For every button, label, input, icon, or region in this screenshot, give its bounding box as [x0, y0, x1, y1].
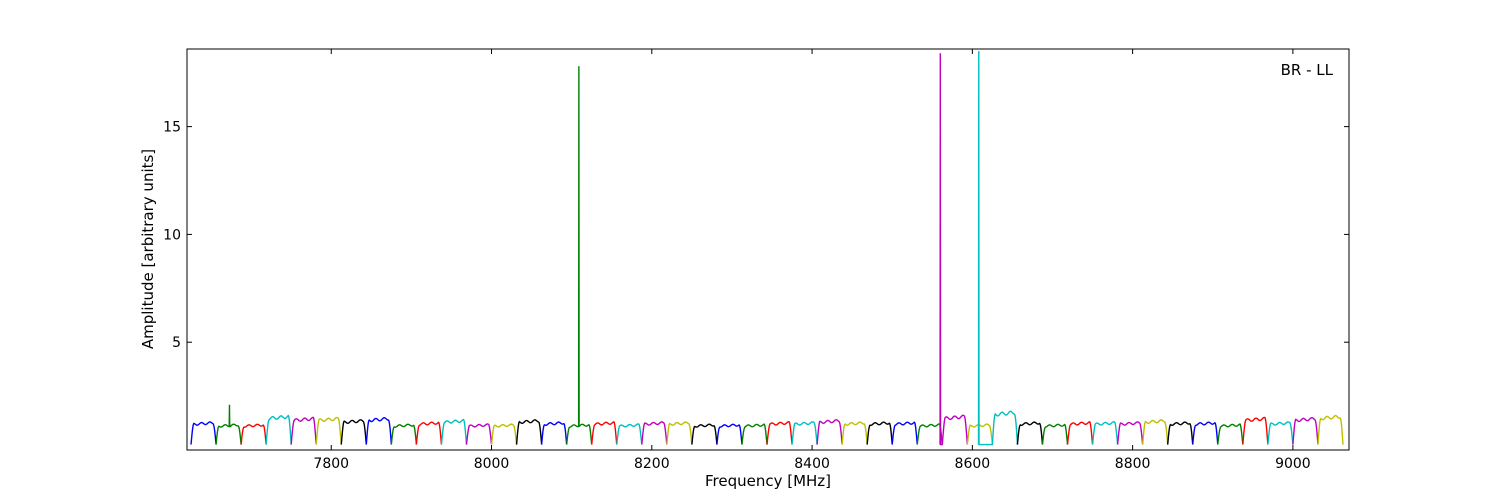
- series-line: [440, 418, 468, 445]
- series-line: [691, 423, 718, 445]
- series-line: [716, 423, 743, 445]
- series-line: [265, 414, 292, 445]
- series-line: [365, 417, 393, 445]
- series-line: [966, 423, 994, 445]
- x-tick-label: 8400: [794, 456, 830, 472]
- series-line: [977, 51, 1019, 446]
- series-line: [866, 421, 893, 445]
- series-line: [290, 416, 317, 445]
- x-tick-label: 8800: [1115, 456, 1151, 472]
- series-line: [666, 421, 693, 445]
- series-layer: [190, 51, 1344, 446]
- series-line: [1091, 421, 1119, 445]
- series-line: [1166, 421, 1194, 445]
- y-ticks: 5 10 15: [163, 120, 1349, 351]
- series-line: [741, 423, 768, 445]
- series-line: [891, 421, 918, 445]
- series-line: [1116, 421, 1144, 445]
- y-tick-label: 5: [172, 335, 181, 351]
- series-line: [766, 421, 793, 445]
- series-line: [939, 53, 969, 446]
- series-line: [591, 420, 618, 445]
- series-line: [1242, 416, 1269, 445]
- series-line: [390, 423, 418, 445]
- series-line: [565, 66, 593, 445]
- x-tick-label: 8200: [634, 456, 670, 472]
- series-line: [240, 423, 267, 445]
- y-tick-label: 15: [163, 120, 181, 136]
- series-line: [190, 421, 217, 445]
- series-line: [841, 421, 868, 445]
- x-ticks: 7800 8000 8200 8400 8600 8800 9000: [313, 49, 1311, 472]
- series-line: [1041, 423, 1069, 445]
- series-line: [1016, 421, 1044, 445]
- series-line: [616, 423, 643, 445]
- series-line: [315, 416, 342, 445]
- series-line: [465, 423, 493, 445]
- x-tick-label: 7800: [313, 456, 349, 472]
- x-axis-label: Frequency [MHz]: [705, 472, 831, 490]
- series-line: [1066, 420, 1094, 445]
- series-line: [816, 419, 843, 445]
- series-line: [415, 421, 443, 445]
- series-line: [215, 404, 242, 445]
- series-line: [1292, 416, 1319, 445]
- series-line: [916, 423, 943, 445]
- plot-frame: [186, 48, 1350, 451]
- x-tick-label: 8600: [955, 456, 991, 472]
- series-line: [1267, 421, 1294, 445]
- series-line: [1317, 414, 1344, 445]
- series-line: [490, 423, 518, 445]
- y-tick-label: 10: [163, 227, 181, 243]
- y-axis-label: Amplitude [arbitrary units]: [139, 149, 157, 349]
- series-line: [641, 421, 668, 445]
- series-line: [1141, 419, 1169, 445]
- corner-annotation: BR - LL: [1281, 61, 1334, 79]
- series-line: [1217, 423, 1244, 445]
- series-line: [1192, 421, 1219, 445]
- series-line: [540, 421, 568, 445]
- series-line: [515, 419, 543, 445]
- x-tick-label: 9000: [1275, 456, 1311, 472]
- series-line: [340, 419, 368, 445]
- x-tick-label: 8000: [474, 456, 510, 472]
- series-line: [791, 421, 818, 445]
